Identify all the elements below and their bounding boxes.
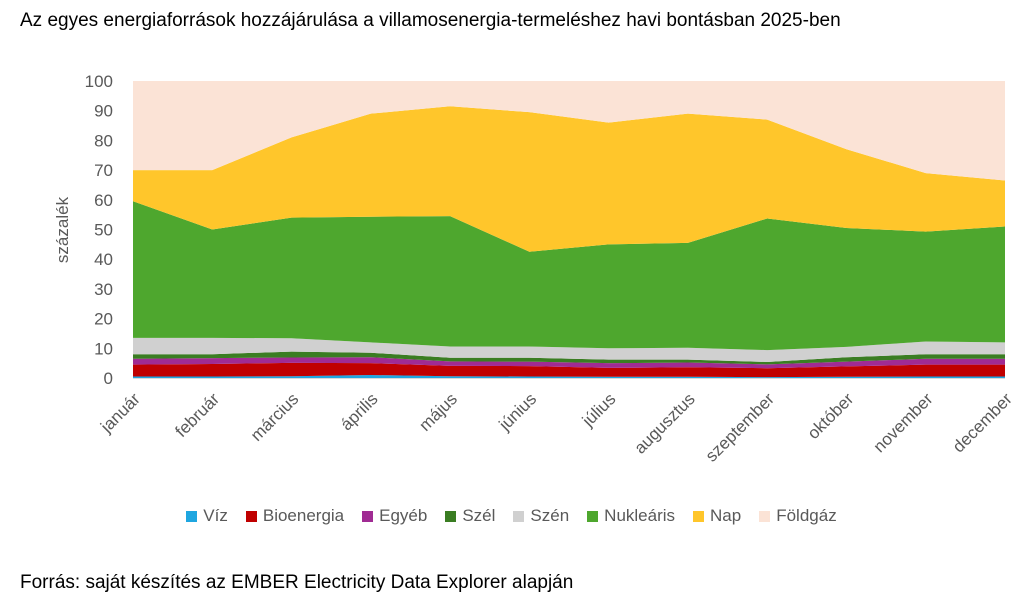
legend-swatch bbox=[445, 510, 457, 522]
y-axis-label: százalék bbox=[53, 196, 72, 263]
legend-item: Földgáz bbox=[759, 506, 837, 526]
y-tick-label: 80 bbox=[94, 131, 113, 150]
legend: Víz Bioenergia Egyéb Szél Szén Nukleáris Nap Fö… bbox=[0, 506, 1023, 526]
legend-label: Víz bbox=[203, 506, 228, 525]
x-tick-label: január bbox=[96, 389, 144, 437]
x-tick-label: április bbox=[337, 389, 382, 434]
x-tick-label: március bbox=[247, 389, 303, 445]
legend-swatch bbox=[362, 510, 374, 522]
area-szél bbox=[133, 351, 1005, 365]
area-egyéb bbox=[133, 357, 1005, 369]
area-szén bbox=[133, 337, 1005, 362]
y-tick-label: 40 bbox=[94, 250, 113, 269]
legend-item: Szén bbox=[513, 506, 569, 526]
chart-title: Az egyes energiaforrások hozzájárulása a… bbox=[20, 10, 841, 31]
y-tick-label: 100 bbox=[85, 72, 113, 91]
legend-label: Bioenergia bbox=[262, 506, 345, 525]
x-tick-label: október bbox=[804, 389, 858, 443]
y-tick-label: 60 bbox=[94, 191, 113, 210]
legend-label: Szén bbox=[530, 506, 570, 525]
area-nap bbox=[133, 106, 1005, 252]
source-note: Forrás: saját készítés az EMBER Electric… bbox=[20, 572, 574, 593]
y-tick-label: 30 bbox=[94, 280, 113, 299]
y-tick-label: 0 bbox=[104, 369, 113, 388]
y-tick-label: 20 bbox=[94, 310, 113, 329]
legend-item: Szél bbox=[445, 506, 495, 526]
legend-swatch bbox=[587, 510, 599, 522]
x-tick-label: június bbox=[495, 389, 541, 435]
x-tick-label: február bbox=[172, 389, 224, 441]
legend-item: Bioenergia bbox=[245, 506, 345, 526]
legend-label: Szél bbox=[462, 506, 496, 525]
legend-swatch bbox=[693, 510, 705, 522]
x-tick-label: szeptember bbox=[702, 389, 778, 465]
y-tick-label: 50 bbox=[94, 221, 113, 240]
legend-item: Egyéb bbox=[362, 506, 427, 526]
area-nukleáris bbox=[133, 201, 1005, 351]
x-tick-label: május bbox=[415, 389, 461, 435]
legend-label: Egyéb bbox=[379, 506, 428, 525]
legend-swatch bbox=[513, 510, 525, 522]
area-földgáz bbox=[133, 81, 1005, 181]
area-víz bbox=[133, 375, 1005, 378]
legend-swatch bbox=[186, 510, 198, 522]
legend-swatch bbox=[245, 510, 257, 522]
y-tick-label: 10 bbox=[94, 339, 113, 358]
x-tick-label: augusztus bbox=[631, 389, 699, 457]
legend-item: Nukleáris bbox=[587, 506, 675, 526]
legend-item: Víz bbox=[186, 506, 228, 526]
x-tick-label: december bbox=[949, 389, 1016, 456]
legend-label: Nukleáris bbox=[604, 506, 676, 525]
legend-item: Nap bbox=[693, 506, 741, 526]
legend-swatch bbox=[759, 510, 771, 522]
legend-label: Nap bbox=[710, 506, 742, 525]
x-tick-label: november bbox=[870, 389, 937, 456]
legend-label: Földgáz bbox=[776, 506, 837, 525]
area-bioenergia bbox=[133, 362, 1005, 378]
y-tick-label: 90 bbox=[94, 102, 113, 121]
x-tick-label: július bbox=[578, 389, 620, 431]
y-tick-label: 70 bbox=[94, 161, 113, 180]
